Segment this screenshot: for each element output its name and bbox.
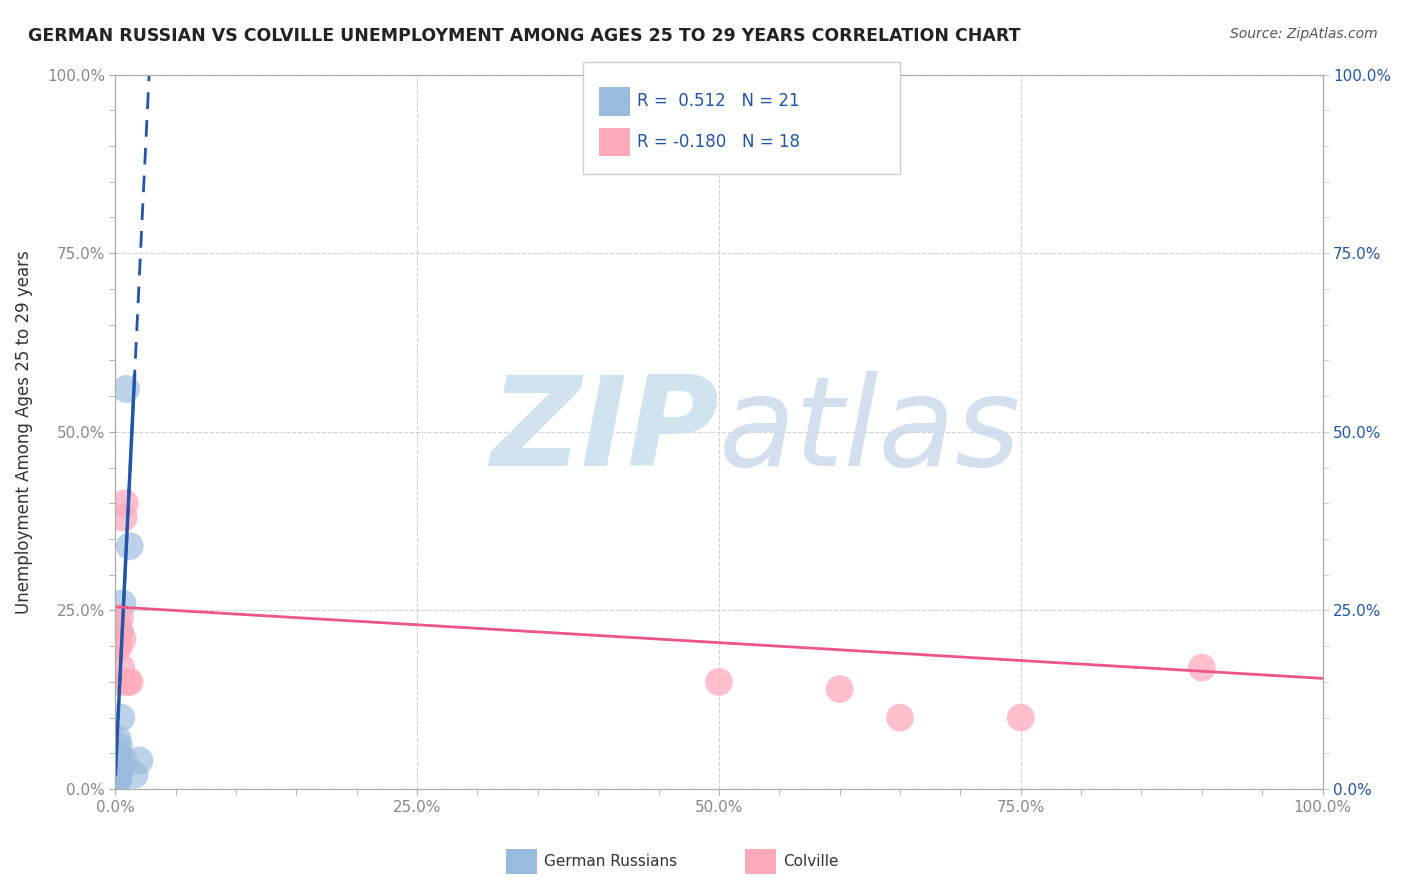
Point (110, 660, 132, 674)
Point (108, 768, 131, 782)
Text: German Russians: German Russians (544, 855, 678, 869)
Text: Colville: Colville (783, 855, 838, 869)
Point (124, 768, 146, 782)
Point (111, 596, 134, 610)
Point (108, 639, 131, 653)
Point (1191, 660, 1213, 674)
Point (117, 675, 139, 690)
Point (107, 775, 129, 789)
Point (105, 775, 128, 789)
Point (110, 711, 132, 725)
Point (108, 739, 131, 754)
Point (105, 768, 128, 782)
Point (107, 768, 129, 782)
Point (108, 675, 131, 690)
Point (1010, 711, 1032, 725)
Point (128, 754, 150, 768)
Point (828, 682, 851, 697)
Point (118, 675, 141, 690)
Point (105, 639, 128, 653)
Point (889, 711, 911, 725)
Point (108, 761, 131, 775)
Text: Source: ZipAtlas.com: Source: ZipAtlas.com (1230, 27, 1378, 41)
Point (107, 761, 129, 775)
Point (707, 675, 730, 690)
Text: R =  0.512   N = 21: R = 0.512 N = 21 (637, 92, 800, 110)
Point (107, 732, 129, 747)
Point (110, 761, 132, 775)
Point (107, 632, 129, 646)
Point (108, 624, 131, 639)
Point (107, 747, 129, 761)
Point (112, 510, 135, 524)
Point (105, 761, 128, 775)
Point (112, 754, 135, 768)
Point (107, 617, 129, 632)
Point (111, 632, 134, 646)
Text: GERMAN RUSSIAN VS COLVILLE UNEMPLOYMENT AMONG AGES 25 TO 29 YEARS CORRELATION CH: GERMAN RUSSIAN VS COLVILLE UNEMPLOYMENT … (28, 27, 1021, 45)
Point (118, 539, 141, 553)
Point (115, 382, 138, 396)
Y-axis label: Unemployment Among Ages 25 to 29 years: Unemployment Among Ages 25 to 29 years (15, 250, 32, 614)
Text: atlas: atlas (718, 371, 1021, 492)
Point (108, 754, 131, 768)
Point (108, 610, 131, 624)
Point (108, 624, 131, 639)
Text: ZIP: ZIP (491, 371, 718, 492)
Point (114, 496, 136, 510)
Text: R = -0.180   N = 18: R = -0.180 N = 18 (637, 133, 800, 151)
